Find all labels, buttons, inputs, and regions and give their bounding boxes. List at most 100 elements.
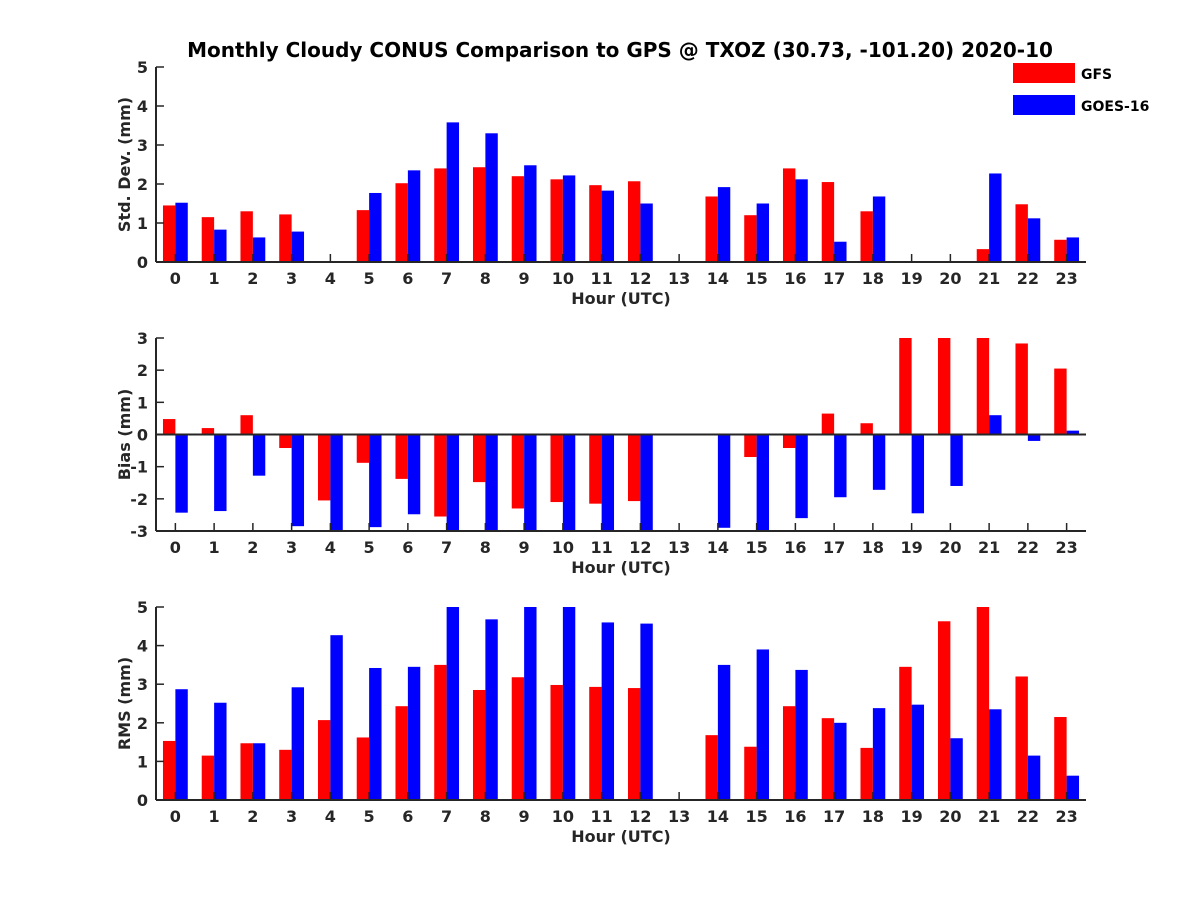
std-dev-xtick-label: 18	[862, 269, 884, 288]
std-dev-bar-goes16-hour-14	[717, 187, 731, 262]
std-dev-xtick-label: 0	[170, 269, 181, 288]
std-dev-bar-gfs-hour-16	[782, 168, 796, 262]
std-dev-xtick-label: 7	[441, 269, 452, 288]
bias-ytick-label: -1	[130, 458, 148, 477]
rms-xtick-label: 11	[590, 807, 612, 826]
rms-ytick-label: 2	[137, 714, 148, 733]
std-dev-bar-goes16-hour-17	[834, 241, 847, 262]
bias-ytick-label: 2	[137, 361, 148, 380]
rms-bar-gfs-hour-19	[899, 666, 912, 800]
bias-xtick-label: 4	[325, 538, 336, 557]
std-dev-xtick-label: 10	[552, 269, 574, 288]
rms-xtick-label: 2	[247, 807, 258, 826]
bias-xtick-label: 8	[480, 538, 491, 557]
rms-bar-goes16-hour-4	[330, 635, 343, 800]
std-dev-xtick-label: 16	[784, 269, 806, 288]
std-dev-ytick-label: 1	[137, 214, 148, 233]
bias-xtick-label: 19	[900, 538, 922, 557]
std-dev-bar-goes16-hour-16	[795, 179, 808, 262]
rms-bar-goes16-hour-0	[175, 689, 188, 800]
bias-xtick-label: 17	[823, 538, 845, 557]
rms-bar-goes16-hour-7	[446, 607, 460, 800]
std-dev-xtick-label: 11	[590, 269, 612, 288]
std-dev-bar-gfs-hour-14	[705, 196, 718, 262]
rms-xtick-label: 5	[364, 807, 375, 826]
std-dev-bar-goes16-hour-23	[1066, 237, 1080, 262]
bias-xtick-label: 13	[668, 538, 690, 557]
bias-bar-gfs-hour-5	[356, 434, 370, 463]
bias-xtick-label: 15	[745, 538, 767, 557]
std-dev-bar-gfs-hour-9	[511, 176, 525, 262]
std-dev-bar-goes16-hour-12	[640, 203, 653, 262]
bias-bar-goes16-hour-3	[291, 434, 305, 527]
bias-bar-gfs-hour-20	[937, 338, 951, 435]
chart-title: Monthly Cloudy CONUS Comparison to GPS @…	[187, 38, 1053, 62]
std-dev-bar-goes16-hour-11	[601, 190, 615, 262]
rms-bar-gfs-hour-23	[1054, 717, 1067, 800]
bias-bar-gfs-hour-12	[627, 434, 641, 502]
rms-bar-gfs-hour-20	[937, 621, 951, 800]
std-dev-xtick-label: 17	[823, 269, 845, 288]
rms-bar-gfs-hour-6	[395, 706, 408, 800]
rms-bar-goes16-hour-10	[562, 607, 576, 800]
bias-bar-goes16-hour-1	[214, 434, 227, 512]
bias-bar-goes16-hour-7	[446, 434, 460, 531]
bias-xtick-label: 5	[364, 538, 375, 557]
rms-bar-gfs-hour-12	[627, 688, 641, 800]
rms-bar-gfs-hour-4	[317, 720, 331, 800]
bias-bar-goes16-hour-12	[640, 434, 653, 531]
rms-y-axis-label: RMS (mm)	[115, 657, 134, 750]
std-dev-bar-goes16-hour-6	[407, 170, 421, 262]
bias-ytick-label: -3	[130, 522, 148, 541]
rms-bar-goes16-hour-21	[989, 709, 1002, 800]
std-dev-bar-gfs-hour-17	[821, 182, 835, 262]
std-dev-xtick-label: 13	[668, 269, 690, 288]
bias-bar-gfs-hour-23	[1054, 368, 1067, 435]
std-dev-bar-goes16-hour-3	[291, 231, 305, 262]
rms-bar-gfs-hour-16	[782, 706, 796, 800]
bias-bar-goes16-hour-15	[756, 434, 770, 531]
std-dev-bar-gfs-hour-5	[356, 210, 370, 262]
bias-bar-goes16-hour-2	[252, 434, 266, 476]
std-dev-xtick-label: 19	[900, 269, 922, 288]
rms-bar-goes16-hour-16	[795, 669, 808, 800]
rms-ytick-label: 1	[137, 752, 148, 771]
bias-bar-goes16-hour-19	[911, 434, 925, 514]
bias-bar-goes16-hour-8	[485, 434, 498, 531]
bias-bar-gfs-hour-0	[162, 419, 176, 435]
rms-xtick-label: 23	[1055, 807, 1077, 826]
std-dev-bar-goes16-hour-8	[485, 133, 498, 262]
rms-bar-goes16-hour-19	[911, 704, 925, 800]
bias-xtick-label: 23	[1055, 538, 1077, 557]
std-dev-y-axis-label: Std. Dev. (mm)	[115, 97, 134, 232]
bias-bar-goes16-hour-9	[524, 434, 537, 531]
rms-bar-goes16-hour-6	[407, 666, 421, 800]
bias-xtick-label: 1	[209, 538, 220, 557]
bias-bar-gfs-hour-22	[1015, 343, 1028, 435]
bias-bar-goes16-hour-23	[1066, 430, 1080, 435]
bias-bar-goes16-hour-11	[601, 434, 615, 531]
rms-bar-gfs-hour-2	[240, 743, 253, 800]
bias-bar-gfs-hour-16	[782, 434, 796, 449]
std-dev-bar-gfs-hour-22	[1015, 204, 1028, 262]
std-dev-xtick-label: 2	[247, 269, 258, 288]
std-dev-bar-goes16-hour-21	[989, 173, 1002, 262]
rms-bar-goes16-hour-20	[950, 738, 963, 800]
std-dev-xtick-label: 21	[978, 269, 1000, 288]
rms-xtick-label: 10	[552, 807, 574, 826]
bias-bar-goes16-hour-6	[407, 434, 421, 515]
std-dev-ytick-label: 3	[137, 136, 148, 155]
rms-bar-gfs-hour-3	[279, 749, 292, 800]
rms-bar-gfs-hour-11	[589, 686, 602, 800]
legend-label-goes16: GOES-16	[1081, 99, 1149, 115]
rms-bar-goes16-hour-9	[524, 607, 537, 800]
rms-xtick-label: 15	[745, 807, 767, 826]
std-dev-xtick-label: 5	[364, 269, 375, 288]
std-dev-ytick-label: 0	[137, 253, 148, 272]
legend-swatch-gfs	[1013, 63, 1075, 83]
rms-bar-gfs-hour-1	[201, 755, 215, 800]
bias-bar-goes16-hour-18	[872, 434, 886, 490]
rms-xtick-label: 13	[668, 807, 690, 826]
rms-bar-goes16-hour-17	[834, 722, 847, 800]
